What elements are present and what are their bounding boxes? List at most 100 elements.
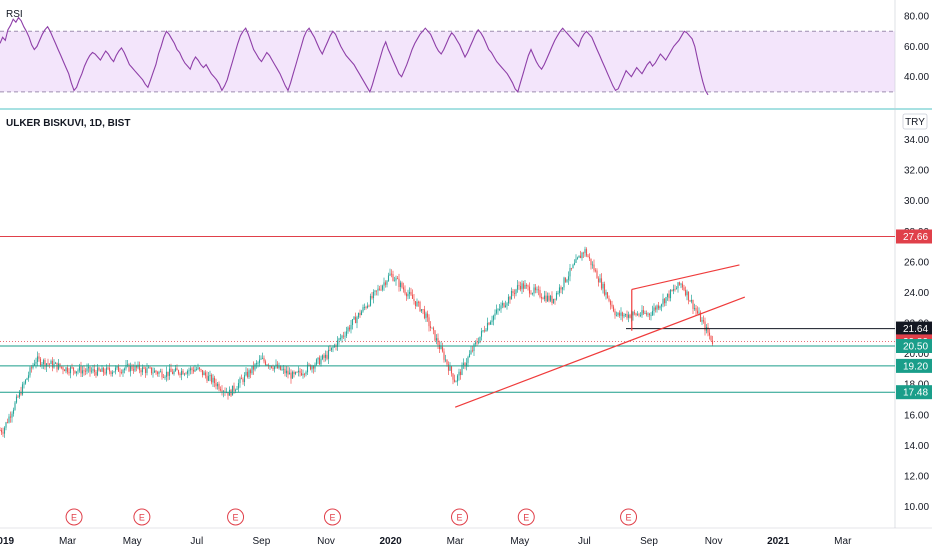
candle-body [582, 252, 585, 254]
candle-body [99, 370, 102, 372]
trendlines [454, 264, 746, 408]
horizontal-levels [0, 235, 895, 393]
candle-body [383, 282, 385, 286]
candle-body [83, 370, 85, 372]
candle-body [311, 366, 313, 370]
candle-body [237, 383, 240, 389]
candle-body [440, 346, 442, 349]
candle-body [239, 378, 241, 384]
candle-body [72, 367, 75, 371]
candle-body [435, 338, 438, 341]
candle-body [641, 310, 643, 316]
level-tag [896, 385, 932, 400]
candle-body [396, 278, 399, 280]
time-tick-label: Jul [190, 536, 203, 547]
time-tick-label: Jul [578, 536, 591, 547]
time-tick-label: Mar [447, 536, 465, 547]
candle-body [197, 367, 199, 370]
earnings-marker[interactable] [227, 508, 245, 526]
candle-body [245, 371, 247, 376]
candle-body [149, 367, 151, 369]
candle-body [494, 313, 496, 316]
candle-body [497, 309, 499, 311]
candle-body [84, 370, 87, 372]
candle-body [122, 370, 124, 373]
earnings-marker[interactable] [451, 508, 469, 526]
candle-body [359, 313, 361, 316]
price-tick-label: 34.00 [904, 135, 929, 146]
candle-body [482, 330, 484, 332]
earnings-marker-label: E [523, 513, 529, 523]
candle-body [560, 287, 562, 290]
candle-body [252, 365, 255, 370]
candle-body [180, 370, 183, 376]
candle-body [378, 288, 381, 290]
candle-body [410, 291, 412, 295]
candle-body [27, 375, 30, 379]
candle-body [140, 370, 142, 373]
candle-body [503, 303, 505, 308]
candle-body [609, 300, 612, 305]
candle-body [572, 264, 574, 269]
candle-body [59, 363, 61, 367]
candle-body [116, 366, 118, 368]
candle-body [419, 301, 421, 312]
earnings-marker[interactable] [133, 508, 151, 526]
candle-body [527, 285, 529, 287]
candle-body [665, 297, 667, 304]
candle-body [452, 373, 454, 380]
candle-body [587, 255, 589, 258]
candle-body [362, 307, 364, 312]
candle-body [632, 312, 634, 316]
candle-body [201, 369, 204, 376]
candle-body [248, 370, 250, 377]
candle-body [417, 301, 420, 303]
earnings-marker[interactable] [65, 508, 83, 526]
candle-body [15, 396, 18, 403]
trendline[interactable] [454, 296, 746, 408]
candle-body [242, 379, 244, 383]
candle-body [422, 309, 424, 310]
candle-body [522, 283, 525, 289]
candle-body [62, 367, 64, 370]
candle-body [459, 371, 462, 375]
candle-body [221, 390, 223, 393]
candle-body [446, 359, 448, 365]
candle-body [645, 313, 648, 315]
candle-body [414, 301, 417, 306]
earnings-marker[interactable] [517, 508, 535, 526]
candle-body [551, 295, 553, 303]
candle-body [411, 294, 414, 299]
candle-body [35, 361, 37, 364]
candle-body [278, 365, 280, 369]
candle-body [684, 289, 687, 296]
currency-button[interactable]: TRY [902, 113, 928, 130]
candle-body [627, 314, 630, 318]
earnings-marker[interactable] [620, 508, 638, 526]
candle-body [51, 360, 54, 368]
candle-body [654, 307, 657, 310]
candle-body [65, 367, 67, 372]
candle-body [236, 388, 238, 390]
level-tag-label: 20.50 [903, 342, 928, 353]
candle-body [191, 368, 193, 370]
candle-body [629, 314, 631, 318]
price-pane[interactable]: ULKER BISKUVI, 1D, BIST TRY 34.00 32.00 30… [0, 113, 932, 526]
candle-body [566, 279, 568, 282]
earnings-marker[interactable] [323, 508, 341, 526]
candle-body [675, 288, 678, 290]
candle-body [531, 293, 534, 295]
candle-body [491, 320, 493, 323]
candle-body [114, 367, 117, 372]
candle-body [473, 343, 475, 352]
candle-body [456, 375, 459, 382]
candle-body [363, 307, 366, 308]
candle-body [617, 312, 619, 315]
candle-body [14, 402, 16, 410]
trendline[interactable] [631, 264, 740, 290]
candle-body [500, 305, 502, 310]
candle-body [420, 309, 423, 312]
level-tag [896, 339, 932, 353]
rsi-pane[interactable]: RSI 80.00 60.00 40.00 [0, 9, 929, 96]
